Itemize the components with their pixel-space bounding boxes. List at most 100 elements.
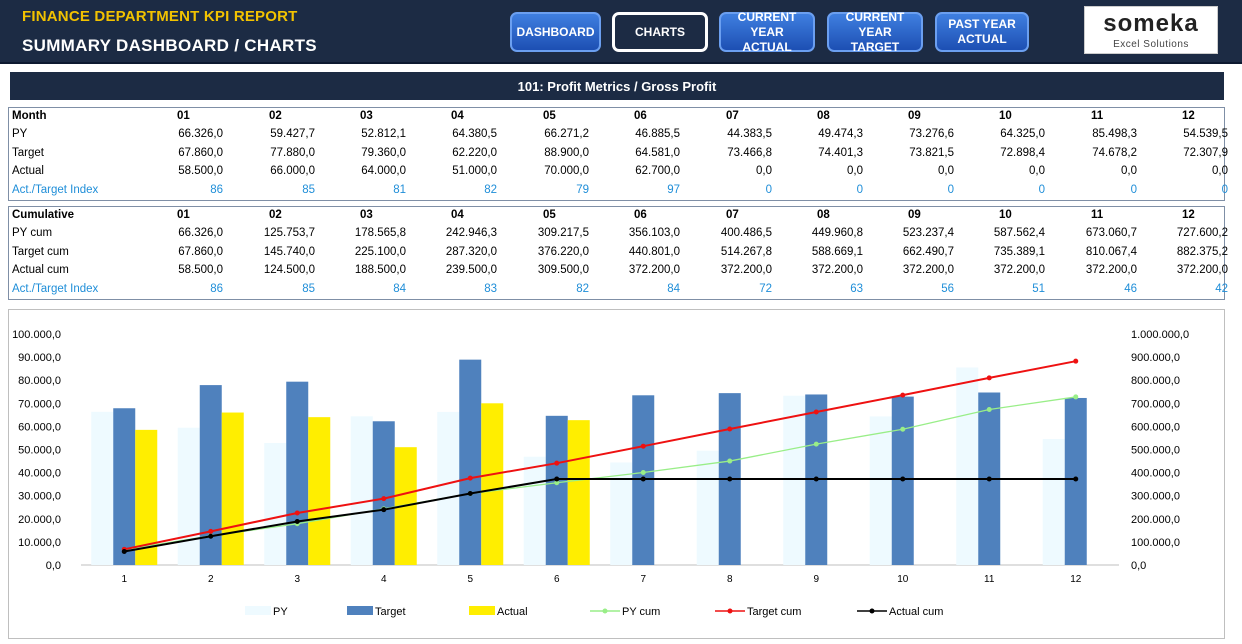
table-cell: 73.276,6 bbox=[909, 128, 954, 141]
x-tick-label: 11 bbox=[984, 574, 995, 585]
y2-tick-label: 1.000.000,0 bbox=[1131, 329, 1189, 341]
table-cell: 58.500,0 bbox=[178, 264, 223, 277]
legend-label: PY cum bbox=[622, 606, 660, 618]
point-target-cum bbox=[727, 426, 733, 432]
table-cell: 70.000,0 bbox=[544, 165, 589, 178]
y-tick-label: 20.000,0 bbox=[18, 514, 61, 526]
table-cell: 66.000,0 bbox=[270, 165, 315, 178]
month-header: 05 bbox=[543, 209, 556, 221]
table-cell: 42 bbox=[1215, 282, 1228, 295]
row-label: Target cum bbox=[12, 245, 69, 258]
cumulative-table: Cumulative 01 02 03 04 05 06 07 08 09 10 11 12 PY cum… bbox=[8, 206, 1228, 300]
monthly-table: Month 01 02 03 04 05 06 07 08 09 10 11 12 PY 66.326,0 5… bbox=[8, 107, 1228, 201]
bar-py bbox=[350, 416, 373, 565]
point-target-cum bbox=[813, 409, 819, 415]
bar-py bbox=[91, 411, 114, 565]
table-cell: 83 bbox=[484, 282, 497, 295]
table-cell: 52.812,1 bbox=[361, 128, 406, 141]
table-cell: 0 bbox=[947, 183, 954, 196]
bar-actual bbox=[221, 412, 244, 565]
table-cell: 882.375,2 bbox=[1176, 245, 1228, 258]
y-tick-label: 30.000,0 bbox=[18, 491, 61, 503]
table-cell: 74.401,3 bbox=[818, 146, 863, 159]
month-header: 04 bbox=[451, 209, 464, 221]
bar-target bbox=[459, 359, 482, 565]
nav-label-line2: ACTUAL bbox=[957, 32, 1007, 46]
table-cell: 0,0 bbox=[1212, 165, 1228, 178]
legend-marker bbox=[727, 608, 733, 614]
charts-button-label: CHARTS bbox=[635, 24, 685, 39]
table-cell: 188.500,0 bbox=[354, 264, 406, 277]
table-cell: 514.267,8 bbox=[720, 245, 772, 258]
table-cell: 72.898,4 bbox=[1000, 146, 1045, 159]
table-cell: 62.220,0 bbox=[452, 146, 497, 159]
bar-py bbox=[523, 456, 546, 565]
table-cell: 242.946,3 bbox=[445, 227, 497, 240]
row-label: Cumulative bbox=[12, 209, 74, 221]
table-cell: 84 bbox=[393, 282, 406, 295]
app-header: FINANCE DEPARTMENT KPI REPORT SUMMARY DA… bbox=[0, 0, 1242, 64]
current-year-actual-button[interactable]: CURRENT YEAR ACTUAL bbox=[719, 9, 815, 54]
table-cell: 85 bbox=[302, 183, 315, 196]
table-cell: 0,0 bbox=[938, 165, 954, 178]
table-cell: 86 bbox=[210, 183, 223, 196]
table-cell: 400.486,5 bbox=[720, 227, 772, 240]
y-tick-label: 80.000,0 bbox=[18, 375, 61, 387]
past-year-actual-button[interactable]: PAST YEAR ACTUAL bbox=[935, 12, 1029, 52]
table-row: Actual cum 58.500,0 124.500,0 188.500,0 239.… bbox=[9, 262, 1228, 280]
month-header: 07 bbox=[726, 110, 739, 122]
x-tick-label: 6 bbox=[554, 574, 560, 585]
table-cell: 51.000,0 bbox=[452, 165, 497, 178]
dashboard-button[interactable]: DASHBOARD bbox=[510, 12, 601, 52]
bar-target bbox=[545, 415, 568, 565]
point-actual-cum bbox=[121, 548, 127, 554]
legend-swatch bbox=[469, 606, 495, 615]
table-cell: 66.326,0 bbox=[178, 227, 223, 240]
y2-tick-label: 200.000,0 bbox=[1131, 514, 1180, 526]
point-actual-cum bbox=[900, 476, 906, 482]
month-header: 10 bbox=[999, 209, 1012, 221]
logo-subtext: Excel Solutions bbox=[1113, 39, 1189, 50]
table-cell: 46 bbox=[1124, 282, 1137, 295]
y2-tick-label: 400.000,0 bbox=[1131, 468, 1180, 480]
y-tick-label: 90.000,0 bbox=[18, 352, 61, 364]
point-actual-cum bbox=[467, 491, 473, 497]
table-cell: 225.100,0 bbox=[354, 245, 406, 258]
table-row: Act./Target Index 86 85 81 82 79 97 0 0 0 0 0 0 bbox=[9, 182, 1228, 200]
bar-py bbox=[177, 427, 200, 565]
month-header: 11 bbox=[1091, 110, 1104, 122]
row-label: Actual cum bbox=[12, 264, 69, 277]
table-cell: 372.200,0 bbox=[1085, 264, 1137, 277]
point-py-cum bbox=[1073, 394, 1079, 400]
point-actual-cum bbox=[208, 533, 214, 539]
x-tick-label: 4 bbox=[381, 574, 387, 585]
y2-tick-label: 500.000,0 bbox=[1131, 445, 1180, 457]
point-actual-cum bbox=[554, 476, 560, 482]
table-cell: 0 bbox=[1130, 183, 1137, 196]
table-cell: 124.500,0 bbox=[263, 264, 315, 277]
current-year-target-button[interactable]: CURRENT YEAR TARGET bbox=[827, 10, 923, 54]
table-row: Target cum 67.860,0 145.740,0 225.100,0 287.… bbox=[9, 244, 1228, 262]
report-title: FINANCE DEPARTMENT KPI REPORT bbox=[22, 8, 298, 25]
table-cell: 588.669,1 bbox=[811, 245, 863, 258]
bar-py bbox=[437, 411, 460, 565]
month-header: 08 bbox=[817, 110, 830, 122]
table-cell: 0,0 bbox=[756, 165, 772, 178]
table-header-row: Cumulative 01 02 03 04 05 06 07 08 09 10 11 12 bbox=[9, 207, 1224, 225]
table-cell: 0,0 bbox=[1029, 165, 1045, 178]
month-header: 09 bbox=[908, 110, 921, 122]
bar-py bbox=[696, 450, 719, 565]
table-cell: 63 bbox=[850, 282, 863, 295]
table-row: Target 67.860,0 77.880,0 79.360,0 62.220,0 88… bbox=[9, 145, 1228, 163]
table-cell: 0 bbox=[765, 183, 772, 196]
nav-label-line1: CURRENT YEAR bbox=[737, 9, 797, 39]
point-target-cum bbox=[381, 496, 387, 502]
point-actual-cum bbox=[1073, 476, 1079, 482]
point-py-cum bbox=[900, 426, 906, 432]
table-cell: 77.880,0 bbox=[270, 146, 315, 159]
table-cell: 66.326,0 bbox=[178, 128, 223, 141]
bar-target bbox=[199, 385, 222, 565]
table-cell: 46.885,5 bbox=[635, 128, 680, 141]
charts-button[interactable]: CHARTS bbox=[612, 12, 708, 52]
table-cell: 56 bbox=[941, 282, 954, 295]
